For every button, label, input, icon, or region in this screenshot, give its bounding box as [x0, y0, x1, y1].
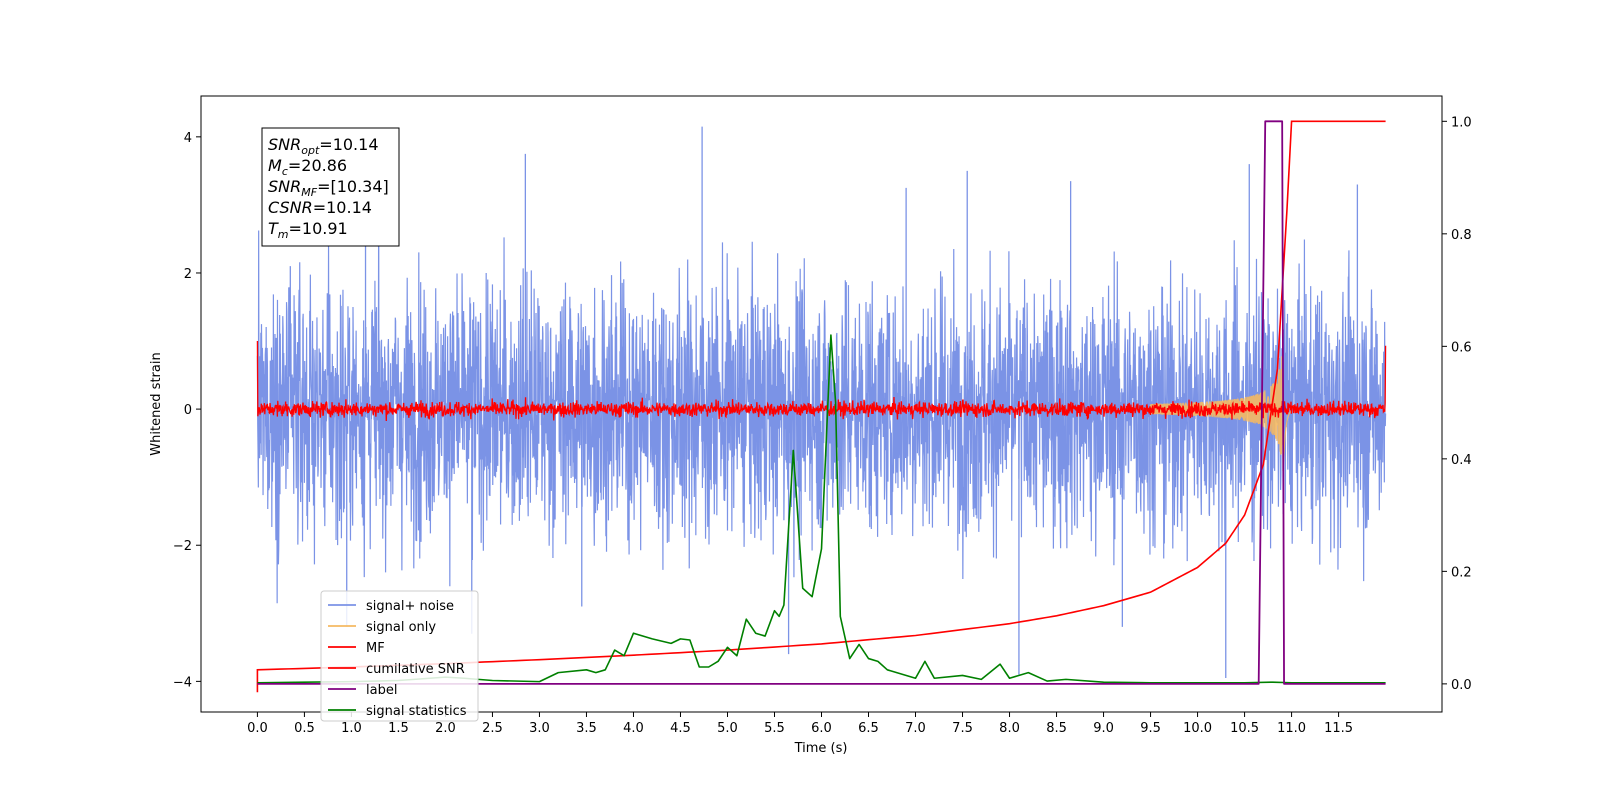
- x-tick-label: 11.0: [1277, 721, 1306, 736]
- y-left-tick-label: 4: [184, 131, 192, 146]
- series-line-signal-statistics: [257, 334, 1386, 684]
- legend-label: signal statistics: [366, 704, 467, 719]
- x-tick-label: 6.0: [811, 721, 832, 736]
- x-tick-label: 2.0: [435, 721, 456, 736]
- x-tick-label: 5.0: [717, 721, 738, 736]
- x-tick-label: 3.0: [529, 721, 550, 736]
- annotation-line: Mc=20.86: [268, 156, 347, 178]
- y-right-tick-label: 1.0: [1451, 115, 1472, 130]
- x-tick-label: 9.5: [1140, 721, 1161, 736]
- legend-label: signal only: [366, 620, 436, 635]
- legend-label: signal+ noise: [366, 599, 454, 614]
- x-tick-label: 9.0: [1093, 721, 1114, 736]
- series-line-label: [257, 120, 1386, 685]
- annotation-line: SNRMF=[10.34]: [268, 177, 389, 199]
- x-tick-label: 8.5: [1046, 721, 1067, 736]
- legend-label: label: [366, 683, 397, 698]
- legend-frame: [320, 590, 479, 722]
- x-tick-label: 0.0: [247, 721, 268, 736]
- x-tick-label: 11.5: [1324, 721, 1353, 736]
- x-tick-label: 4.5: [670, 721, 691, 736]
- x-tick-label: 7.0: [905, 721, 926, 736]
- x-tick-label: 7.5: [952, 721, 973, 736]
- y-right-tick-label: 0.0: [1451, 678, 1472, 693]
- series-layer: [256, 120, 1387, 693]
- x-axis-ticks: 0.0 0.5 1.0 1.5 2.0 2.5 3.0 3.5 4.0 4.5 5.0 5.5 6.0 6…: [247, 712, 1353, 736]
- legend-items: signal+ noise signal only MF cumilative SNR…: [328, 599, 467, 719]
- x-tick-label: 4.0: [623, 721, 644, 736]
- annotation-line: CSNR=10.14: [268, 198, 372, 217]
- x-tick-label: 1.0: [341, 721, 362, 736]
- y-axis-left-label: Whitened strain: [149, 352, 164, 455]
- y-right-tick-label: 0.2: [1451, 565, 1472, 580]
- legend-label: MF: [366, 641, 385, 656]
- x-tick-label: 2.5: [482, 721, 503, 736]
- legend-label: cumilative SNR: [366, 662, 465, 677]
- y-axis-right-ticks: 0.0 0.2 0.4 0.6 0.8 1.0: [1442, 115, 1472, 693]
- x-tick-label: 1.5: [388, 721, 409, 736]
- stats-annotation-box: SNRopt=10.14Mc=20.86SNRMF=[10.34]CSNR=10…: [261, 127, 400, 247]
- y-left-tick-label: 2: [184, 267, 192, 282]
- x-tick-label: 5.5: [764, 721, 785, 736]
- y-left-tick-label: 0: [184, 403, 192, 418]
- y-right-tick-label: 0.8: [1451, 228, 1472, 243]
- y-left-tick-label: −2: [173, 539, 192, 554]
- annotation-line: SNRopt=10.14: [268, 135, 379, 157]
- annotation-line: Tm=10.91: [268, 219, 348, 241]
- x-tick-label: 0.5: [294, 721, 315, 736]
- annotation-frame: [261, 127, 400, 247]
- y-axis-left-ticks: −4 −2 0 2 4: [173, 131, 201, 690]
- legend: signal+ noise signal only MF cumilative SNR…: [320, 590, 479, 722]
- x-axis-label: Time (s): [794, 741, 848, 756]
- x-tick-label: 8.0: [999, 721, 1020, 736]
- y-left-tick-label: −4: [173, 675, 192, 690]
- y-right-tick-label: 0.6: [1451, 340, 1472, 355]
- series-line-signal-noise: [256, 189, 1387, 604]
- annotation-lines: SNRopt=10.14Mc=20.86SNRMF=[10.34]CSNR=10…: [268, 135, 389, 241]
- x-tick-label: 3.5: [576, 721, 597, 736]
- series-line-cumulative-snr: [256, 120, 1386, 693]
- x-tick-label: 10.5: [1230, 721, 1259, 736]
- series-line-mf: [256, 341, 1387, 422]
- y-right-tick-label: 0.4: [1451, 453, 1472, 468]
- x-tick-label: 6.5: [858, 721, 879, 736]
- x-tick-label: 10.0: [1183, 721, 1212, 736]
